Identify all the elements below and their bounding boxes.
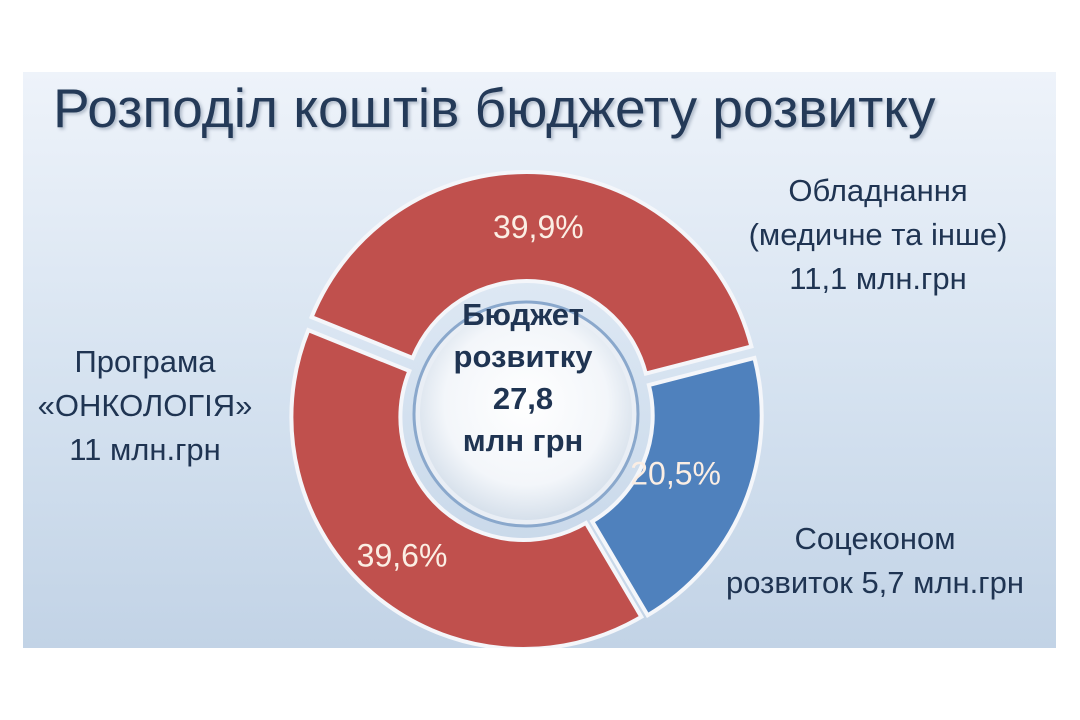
slide: Розподіл коштів бюджету розвитку 39,9% 20…: [23, 72, 1056, 648]
slice-oncology: [289, 327, 645, 648]
center-line-2: розвитку: [453, 339, 593, 374]
slice-label-line: 11 млн.грн: [69, 432, 221, 467]
slice-label-oncology: Програма «ОНКОЛОГІЯ» 11 млн.грн: [25, 340, 265, 472]
slice-label-line: «ОНКОЛОГІЯ»: [37, 388, 253, 423]
slice-label-line: 11,1 млн.грн: [789, 261, 967, 296]
center-line-1: Бюджет: [462, 297, 584, 332]
slice-percent-label: 39,9%: [493, 209, 584, 245]
center-total-label: Бюджет розвитку 27,8 млн грн: [423, 294, 623, 462]
slice-label-line: Соцеконом: [794, 521, 956, 556]
slice-label-socio-economic: Соцеконом розвиток 5,7 млн.грн: [695, 517, 1055, 605]
slice-percent-label: 39,6%: [357, 537, 448, 573]
chart-title: Розподіл коштів бюджету розвитку: [53, 77, 936, 139]
slice-label-equipment: Обладнання (медичне та інше) 11,1 млн.гр…: [713, 169, 1043, 301]
donut-chart: 39,9% 20,5% 39,6%: [289, 170, 764, 648]
slice-label-line: Програма: [74, 344, 216, 379]
slice-percent-label: 20,5%: [630, 456, 721, 492]
slice-label-line: розвиток 5,7 млн.грн: [726, 565, 1024, 600]
slice-socio-economic: [589, 355, 764, 619]
slice-label-line: (медичне та інше): [748, 217, 1008, 252]
center-disc: [420, 308, 632, 520]
slice-label-line: Обладнання: [788, 173, 968, 208]
center-line-3: 27,8: [492, 381, 554, 416]
slice-equipment: [308, 170, 754, 376]
center-line-4: млн грн: [462, 423, 584, 458]
